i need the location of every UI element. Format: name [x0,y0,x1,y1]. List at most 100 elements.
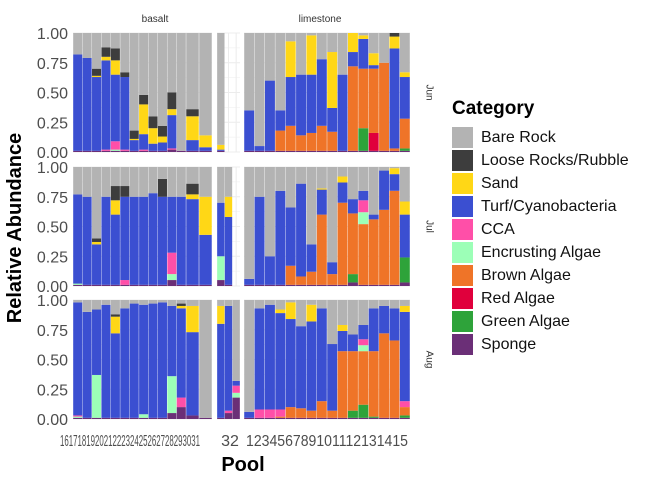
bar-segment-limestone-Aug-pool-1-turf-cyanobacteria [244,411,255,418]
bar-segment-basalt-Jun-pool-19-turf-cyanobacteria [101,60,111,150]
bar-segment-basalt-Jun-pool-22-turf-cyanobacteria [129,140,139,151]
legend-label: Turf/Cyanobacteria [481,197,617,215]
bar-segment-basalt-Jul-pool-31-turf-cyanobacteria [224,216,233,285]
bar-segment-basalt-Jun-pool-26-loose-rocks-rubble [167,92,177,110]
bar-segment-limestone-Jul-pool-11-green-algae [347,274,358,283]
bar-segment-limestone-Aug-pool-14-sponge [379,417,390,419]
bar-segment-basalt-Jul-pool-26-sponge [167,280,177,286]
bar-segment-basalt-Aug-pool-21-bare-rock [120,300,130,309]
bar-segment-basalt-Aug-pool-23-bare-rock [139,300,149,305]
bar-segment-limestone-Jun-pool-1-bare-rock [244,33,255,111]
bar-segment-limestone-Jun-pool-1-sponge [244,150,255,152]
bar-segment-limestone-Jul-pool-2-bare-rock [254,167,265,197]
bar-segment-limestone-Jul-pool-15-bare-rock [389,167,400,169]
bar-segment-limestone-Jul-pool-16-sand [399,201,410,215]
bar-segment-limestone-Jun-pool-4-brown-algae [275,130,286,151]
legend-label: Brown Algae [481,266,571,284]
bar-segment-limestone-Jun-pool-12-sponge [358,150,369,152]
bar-segment-limestone-Aug-pool-11-sponge [347,417,358,419]
bar-segment-basalt-Jul-pool-20-sand [110,200,120,215]
bar-segment-limestone-Aug-pool-11-turf-cyanobacteria [347,334,358,352]
bar-segment-basalt-Jun-pool-19-sponge [101,150,111,152]
bar-segment-limestone-Aug-pool-13-turf-cyanobacteria [368,308,379,352]
bar-segment-limestone-Jun-pool-6-sponge [296,150,307,152]
bar-segment-limestone-Jun-pool-5-sponge [285,150,296,152]
bar-segment-basalt-Aug-pool-31-bare-rock [224,300,233,306]
bar-segment-basalt-Jun-pool-24-sand [148,128,158,144]
bar-segment-basalt-Aug-pool-23-sponge [139,417,149,419]
bar-segment-basalt-Jun-pool-24-bare-rock [148,33,158,117]
bar-segment-limestone-Aug-pool-16-brown-algae [399,407,410,416]
bar-segment-basalt-Aug-pool-16-bare-rock [73,300,83,303]
bar-segment-limestone-Aug-pool-12-green-algae [358,404,369,418]
bar-segment-limestone-Aug-pool-2-bare-rock [254,300,265,309]
bar-segment-basalt-Jul-pool-23-turf-cyanobacteria [139,196,149,285]
bar-segment-basalt-Aug-pool-32-bare-rock [232,300,240,381]
bar-segment-basalt-Jul-pool-23-bare-rock [139,167,149,197]
bar-segment-limestone-Jul-pool-8-turf-cyanobacteria [316,189,327,215]
bar-segment-basalt-Jul-pool-28-loose-rocks-rubble [186,183,199,195]
bar-segment-basalt-Aug-pool-26-bare-rock [167,300,177,306]
y-tick-label: 0.25 [37,382,68,399]
bar-segment-limestone-Jun-pool-11-brown-algae [347,66,358,151]
bar-segment-basalt-Aug-pool-20-bare-rock [110,300,120,315]
bar-segment-limestone-Jul-pool-15-turf-cyanobacteria [389,174,400,191]
bar-segment-basalt-Aug-pool-23-turf-cyanobacteria [139,304,149,415]
bar-segment-basalt-Jun-pool-19-sand [101,56,111,61]
bar-segment-basalt-Jun-pool-23-loose-rocks-rubble [139,94,149,105]
bar-segment-limestone-Aug-pool-3-cca [264,409,275,418]
facet-label-limestone: limestone [299,14,342,25]
bar-segment-limestone-Jun-pool-2-bare-rock [254,33,265,147]
bar-segment-basalt-Aug-pool-28-sand [186,305,199,333]
bar-segment-basalt-Jun-pool-28-sponge [186,150,199,152]
bar-segment-limestone-Jul-pool-12-turf-cyanobacteria [358,190,369,201]
bar-segment-limestone-Jun-pool-10-bare-rock [337,33,348,75]
bar-segment-limestone-Jul-pool-11-bare-rock [347,167,358,200]
bar-segment-limestone-Jul-pool-10-brown-algae [337,202,348,285]
legend-label: Red Algae [481,289,555,307]
bar-segment-limestone-Jul-pool-8-brown-algae [316,214,327,285]
bar-segment-limestone-Jun-pool-12-green-algae [358,128,369,151]
bar-segment-basalt-Jul-pool-17-bare-rock [82,167,92,197]
bar-segment-limestone-Jun-pool-7-sand [306,35,317,75]
y-tick-label: 0.50 [37,220,68,237]
legend-swatch [452,173,473,194]
facet-label-basalt: basalt [142,14,169,25]
legend-item: Bare Rock [452,126,629,149]
bar-segment-limestone-Jun-pool-13-brown-algae [368,68,379,133]
bar-segment-basalt-Jun-pool-23-cca [139,149,149,151]
bar-segment-limestone-Jun-pool-16-brown-algae [399,118,410,149]
bar-segment-basalt-Aug-pool-27-cca [176,397,186,408]
bar-segment-basalt-Aug-pool-20-sand [110,316,120,334]
bar-segment-basalt-Aug-pool-20-sponge [110,417,120,419]
legend-swatch [452,311,473,332]
legend-item: CCA [452,218,629,241]
bar-segment-basalt-Jun-pool-23-sponge [139,150,149,152]
bar-segment-limestone-Jun-pool-16-sponge [399,150,410,152]
legend-label: Loose Rocks/Rubble [481,151,629,169]
facet-label-jul: Jul [424,220,435,233]
bar-segment-basalt-Jul-pool-20-bare-rock [110,167,120,187]
bar-segment-basalt-Aug-pool-27-bare-rock [176,300,186,304]
bar-segment-basalt-Jun-pool-29-turf-cyanobacteria [199,147,212,151]
bar-segment-limestone-Aug-pool-13-sponge [368,417,379,419]
bar-segment-limestone-Aug-pool-16-sand [399,305,410,312]
bar-segment-basalt-Jun-pool-20-sponge [110,150,120,152]
bar-segment-limestone-Jun-pool-13-turf-cyanobacteria [368,65,379,69]
legend-label: Bare Rock [481,128,556,146]
bar-segment-limestone-Aug-pool-10-bare-rock [337,300,348,325]
bar-segment-basalt-Jul-pool-18-bare-rock [92,167,102,239]
bar-segment-limestone-Jul-pool-11-turf-cyanobacteria [347,199,358,214]
legend-swatch [452,288,473,309]
legend-item: Sponge [452,333,629,356]
bar-segment-limestone-Jul-pool-3-turf-cyanobacteria [264,256,275,285]
bar-segment-limestone-Aug-pool-8-sponge [316,417,327,419]
bar-segment-limestone-Aug-pool-7-sand [306,304,317,322]
bar-segment-limestone-Aug-pool-9-bare-rock [327,300,338,345]
legend-swatch [452,150,473,171]
bar-segment-basalt-Aug-pool-22-turf-cyanobacteria [129,303,139,418]
bar-segment-limestone-Jun-pool-16-sand [399,72,410,78]
bar-segment-limestone-Jun-pool-8-sponge [316,150,327,152]
bar-segment-basalt-Aug-pool-18-bare-rock [92,300,102,310]
bar-segment-limestone-Aug-pool-10-turf-cyanobacteria [337,330,348,352]
